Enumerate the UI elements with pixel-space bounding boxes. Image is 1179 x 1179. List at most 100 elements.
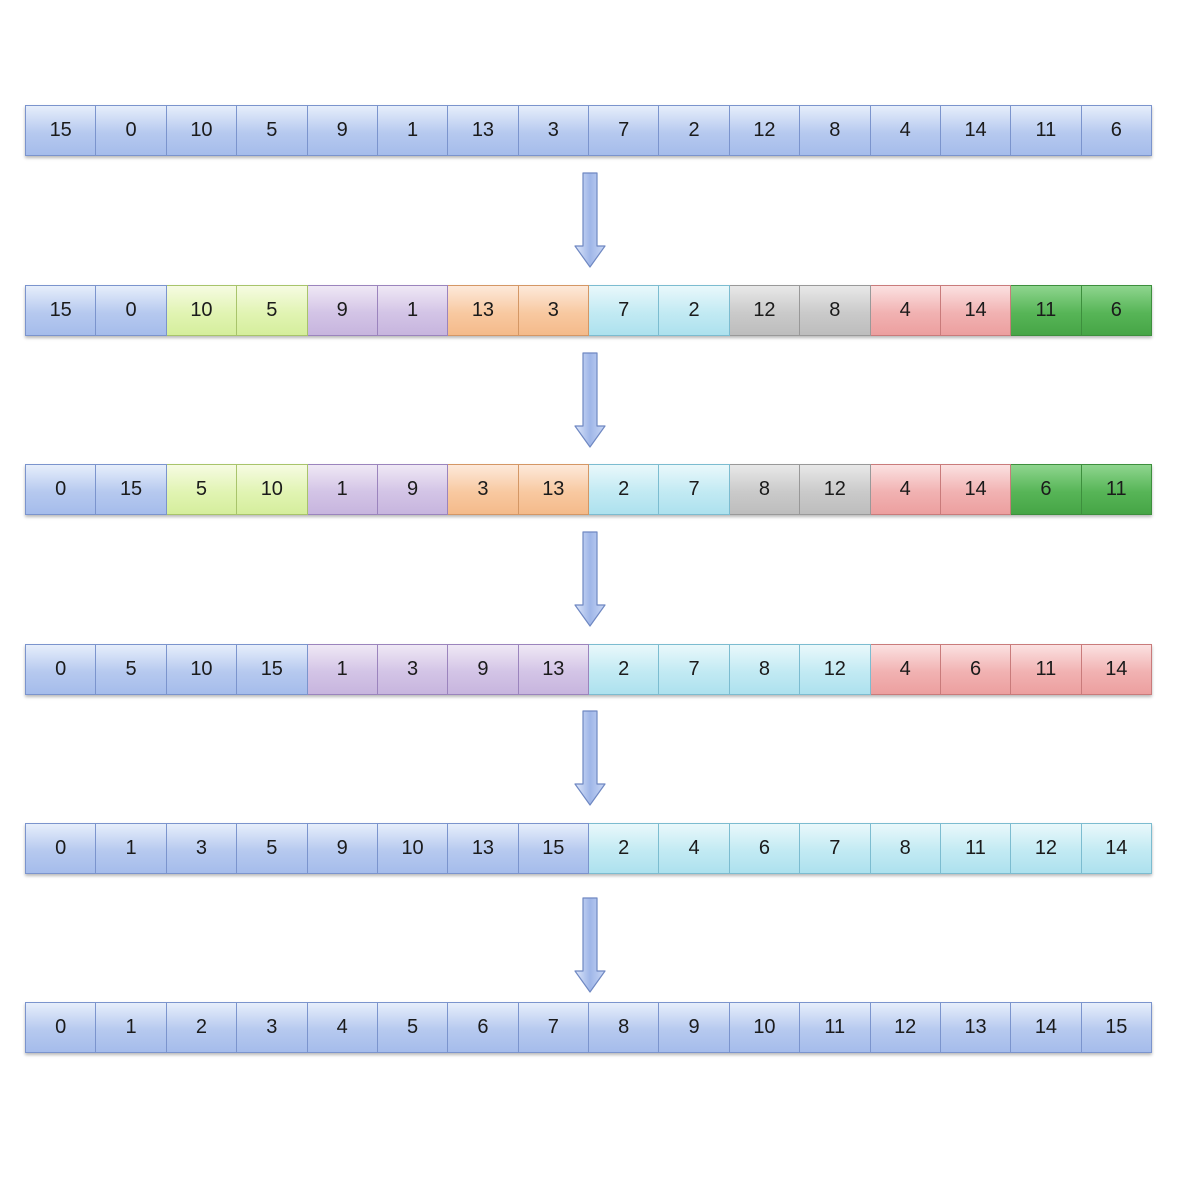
array-cell: 2	[589, 823, 660, 874]
array-cell: 15	[25, 285, 97, 336]
array-cell: 11	[940, 823, 1012, 874]
array-cell: 3	[166, 823, 238, 874]
array-cell: 7	[589, 285, 660, 336]
array-cell: 9	[307, 105, 378, 156]
array-cell: 3	[377, 644, 449, 695]
array-cell: 13	[518, 644, 589, 695]
array-cell: 13	[518, 464, 589, 515]
array-cell: 10	[166, 105, 238, 156]
array-cell: 0	[25, 644, 97, 695]
array-cell: 4	[870, 285, 941, 336]
array-cell: 15	[96, 464, 167, 515]
array-cell: 0	[96, 105, 167, 156]
array-cell: 10	[166, 285, 238, 336]
array-cell: 10	[729, 1002, 801, 1053]
down-arrow-icon	[574, 897, 606, 993]
array-row-3: 0 15 5 10 1 9 3 13 2 7 8 12 4 14 6 11	[25, 464, 1152, 515]
array-cell: 1	[377, 285, 449, 336]
array-cell: 2	[589, 644, 660, 695]
array-cell: 14	[1081, 823, 1152, 874]
array-cell: 12	[1011, 823, 1082, 874]
array-cell: 14	[1081, 644, 1152, 695]
array-cell: 6	[448, 1002, 519, 1053]
array-row-5: 0 1 3 5 9 10 13 15 2 4 6 7 8 11 12 14	[25, 823, 1152, 874]
array-cell: 0	[96, 285, 167, 336]
array-cell: 4	[307, 1002, 378, 1053]
array-cell: 13	[448, 285, 519, 336]
array-cell: 13	[448, 105, 519, 156]
down-arrow-icon	[574, 172, 606, 268]
array-cell: 2	[659, 105, 730, 156]
array-row-6: 0 1 2 3 4 5 6 7 8 9 10 11 12 13 14 15	[25, 1002, 1152, 1053]
array-cell: 7	[800, 823, 871, 874]
array-cell: 1	[307, 644, 378, 695]
array-cell: 6	[729, 823, 801, 874]
array-cell: 13	[940, 1002, 1012, 1053]
array-cell: 3	[448, 464, 519, 515]
array-cell: 12	[800, 464, 871, 515]
array-cell: 2	[166, 1002, 238, 1053]
down-arrow-icon	[574, 531, 606, 627]
array-cell: 5	[237, 105, 308, 156]
array-cell: 1	[377, 105, 449, 156]
array-cell: 2	[659, 285, 730, 336]
array-cell: 8	[800, 285, 871, 336]
array-cell: 9	[448, 644, 519, 695]
array-cell: 0	[25, 464, 97, 515]
array-row-2: 15 0 10 5 9 1 13 3 7 2 12 8 4 14 11 6	[25, 285, 1152, 336]
array-cell: 11	[1081, 464, 1152, 515]
array-cell: 15	[518, 823, 589, 874]
array-cell: 9	[659, 1002, 730, 1053]
array-cell: 1	[96, 823, 167, 874]
array-cell: 4	[870, 105, 941, 156]
array-cell: 6	[1081, 105, 1152, 156]
array-cell: 9	[307, 823, 378, 874]
down-arrow-icon	[574, 352, 606, 448]
array-cell: 1	[307, 464, 378, 515]
array-cell: 15	[1081, 1002, 1152, 1053]
array-cell: 4	[659, 823, 730, 874]
array-cell: 5	[237, 285, 308, 336]
array-cell: 8	[589, 1002, 660, 1053]
array-cell: 5	[166, 464, 238, 515]
array-cell: 11	[1011, 285, 1082, 336]
array-cell: 0	[25, 823, 97, 874]
array-cell: 12	[729, 285, 801, 336]
array-cell: 14	[940, 285, 1012, 336]
array-cell: 10	[237, 464, 308, 515]
array-cell: 13	[448, 823, 519, 874]
array-cell: 7	[659, 644, 730, 695]
array-cell: 11	[1011, 105, 1082, 156]
array-cell: 10	[166, 644, 238, 695]
array-cell: 4	[870, 464, 941, 515]
array-cell: 7	[589, 105, 660, 156]
array-cell: 5	[96, 644, 167, 695]
array-cell: 12	[729, 105, 801, 156]
array-cell: 7	[518, 1002, 589, 1053]
array-cell: 9	[377, 464, 449, 515]
array-cell: 5	[377, 1002, 449, 1053]
array-cell: 6	[940, 644, 1012, 695]
array-cell: 7	[659, 464, 730, 515]
array-cell: 10	[377, 823, 449, 874]
array-cell: 2	[589, 464, 660, 515]
array-row-1: 15 0 10 5 9 1 13 3 7 2 12 8 4 14 11 6	[25, 105, 1152, 156]
array-cell: 3	[518, 285, 589, 336]
array-cell: 12	[800, 644, 871, 695]
array-cell: 3	[237, 1002, 308, 1053]
array-cell: 9	[307, 285, 378, 336]
array-cell: 0	[25, 1002, 97, 1053]
array-cell: 14	[940, 464, 1012, 515]
array-cell: 11	[800, 1002, 871, 1053]
array-cell: 15	[237, 644, 308, 695]
array-cell: 8	[729, 464, 801, 515]
array-cell: 14	[940, 105, 1012, 156]
array-cell: 1	[96, 1002, 167, 1053]
array-cell: 8	[729, 644, 801, 695]
array-cell: 4	[870, 644, 941, 695]
array-cell: 15	[25, 105, 97, 156]
array-cell: 8	[800, 105, 871, 156]
array-cell: 3	[518, 105, 589, 156]
array-cell: 6	[1011, 464, 1082, 515]
